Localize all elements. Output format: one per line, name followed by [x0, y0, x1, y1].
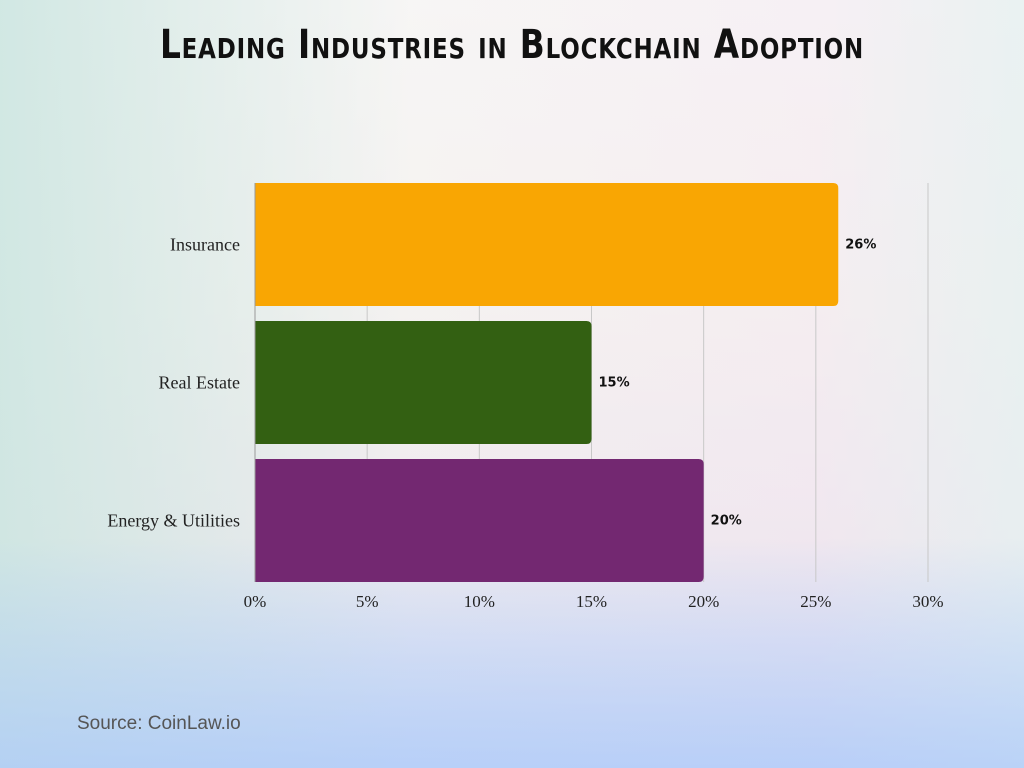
data-label: 20%: [711, 514, 742, 529]
chart-title: Leading Industries in Blockchain Adoptio…: [159, 22, 865, 68]
data-label: 26%: [845, 238, 876, 253]
category-label: Insurance: [170, 235, 240, 255]
x-tick-label: 15%: [576, 592, 607, 611]
x-tick-label: 20%: [688, 592, 719, 611]
x-tick-label: 0%: [244, 592, 267, 611]
x-tick-label: 25%: [800, 592, 831, 611]
data-label: 15%: [599, 376, 630, 391]
source-note: Source: CoinLaw.io: [77, 713, 241, 734]
bar-real-estate: [255, 321, 592, 444]
category-label: Energy & Utilities: [107, 511, 240, 531]
bar-insurance: [255, 183, 839, 306]
x-tick-label: 10%: [464, 592, 495, 611]
x-tick-label: 30%: [912, 592, 943, 611]
category-label: Real Estate: [159, 373, 240, 393]
bar-energy-utilities: [255, 459, 704, 582]
x-tick-label: 5%: [356, 592, 379, 611]
